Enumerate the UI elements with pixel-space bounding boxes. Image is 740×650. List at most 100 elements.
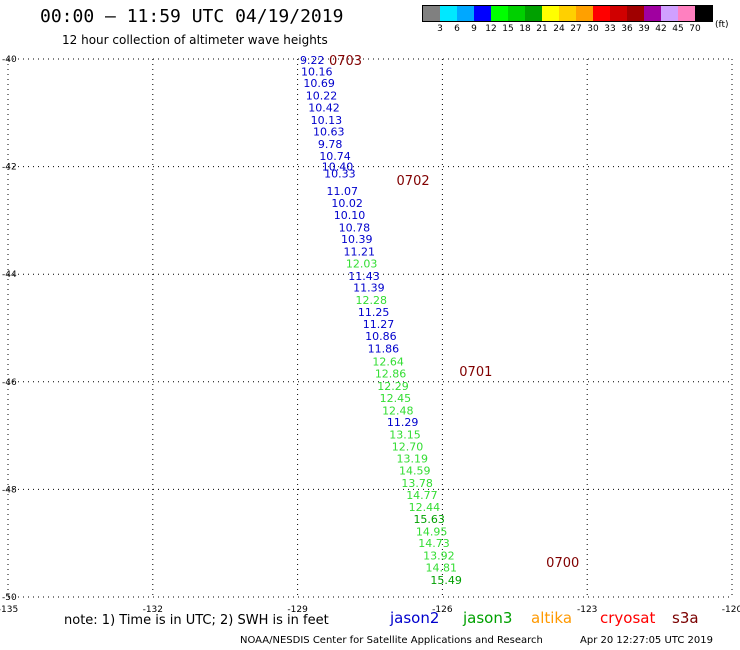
footer-note: note: 1) Time is in UTC; 2) SWH is in fe… [64,613,329,628]
wave-height-label: 10.63 [313,126,345,139]
satellite-legend-cryosat: cryosat [600,609,656,627]
color-legend-unit: (ft) [715,20,729,30]
color-legend-label: 3 [437,24,443,34]
wave-height-label: 14.73 [418,537,450,550]
wave-height-label: 11.27 [363,318,395,331]
satellite-legend-s3a: s3a [672,609,699,627]
wave-height-label: 10.39 [341,233,373,246]
time-label: 0703 [329,54,362,69]
x-tick-label: -129 [287,605,308,615]
color-swatch [695,6,712,21]
color-swatch [559,6,576,21]
color-legend-label: 6 [454,24,460,34]
color-legend-label: 18 [519,24,531,34]
color-legend-label: 39 [638,24,650,34]
color-swatch [576,6,593,21]
satellite-legend-altika: altika [531,609,573,627]
color-swatch [593,6,610,21]
x-tick-label: -132 [143,605,163,615]
satellite-legend-jason2: jason2 [390,609,440,627]
wave-height-label: 11.21 [343,246,375,259]
color-swatch [423,6,440,21]
color-swatch [491,6,508,21]
color-legend-label: 27 [570,24,582,34]
time-label: 0700 [546,556,579,571]
color-swatch [525,6,542,21]
wave-height-label: 10.86 [365,330,397,343]
wave-height-label: 13.78 [401,477,433,490]
wave-height-label: 15.63 [413,513,445,526]
wave-height-label: 13.15 [389,429,421,442]
color-legend-label: 30 [587,24,599,34]
wave-height-label: 12.64 [372,355,404,368]
color-swatch [542,6,559,21]
wave-height-label: 11.39 [353,282,385,295]
chart-title: 00:00 – 11:59 UTC 04/19/2019 [40,6,344,27]
wave-height-label: 10.02 [331,197,363,210]
color-swatch [457,6,474,21]
color-legend-swatches [422,5,713,22]
wave-height-label: 10.10 [334,209,366,222]
wave-height-label: 10.13 [311,114,343,127]
color-legend-label: 45 [672,24,684,34]
color-legend-label: 15 [502,24,514,34]
color-legend-label: 70 [689,24,701,34]
wave-height-label: 10.40 [322,161,354,174]
color-swatch [508,6,525,21]
y-tick-label: -46 [2,378,17,388]
wave-height-label: 12.29 [377,380,409,393]
wave-height-label: 12.70 [392,440,424,453]
wave-height-label: 10.74 [319,150,351,163]
color-legend: 3 6 9 12 15 18 21 24 27 30 33 36 39 42 45 70 [422,5,713,34]
color-swatch [678,6,695,21]
time-label: 0702 [397,174,430,189]
satellite-legend-jason3: jason3 [463,609,513,627]
color-legend-label: 42 [655,24,667,34]
color-swatch [440,6,457,21]
y-tick-label: -42 [2,163,17,173]
wave-height-label: 14.59 [399,465,431,478]
color-legend-label: 24 [553,24,565,34]
wave-height-label: 11.25 [358,306,390,319]
wave-height-label: 10.78 [339,221,371,234]
wave-height-label: 14.95 [416,525,448,538]
color-legend-label: 36 [621,24,633,34]
wave-height-label: 9.78 [318,138,343,151]
wave-height-label: 15.49 [430,574,462,587]
wave-height-label: 14.81 [426,561,458,574]
color-legend-label: 33 [604,24,616,34]
wave-height-label: 9.22 [300,54,325,67]
wave-height-label: 12.28 [356,294,388,307]
x-tick-label: -120 [722,605,740,615]
wave-height-label: 11.29 [387,416,419,429]
color-swatch [661,6,678,21]
color-legend-label: 9 [471,24,477,34]
color-swatch [627,6,644,21]
color-swatch [644,6,661,21]
time-label: 0701 [459,365,492,380]
wave-height-label: 13.92 [423,550,455,563]
y-tick-label: -48 [2,485,17,495]
generation-timestamp: Apr 20 12:27:05 UTC 2019 [580,635,713,646]
wave-height-label: 12.45 [380,392,412,405]
x-tick-label: -135 [0,605,18,615]
color-legend-labels: 3 6 9 12 15 18 21 24 27 30 33 36 39 42 45 70 [422,22,713,34]
wave-height-label: 12.03 [346,257,378,270]
wave-height-label: 11.43 [348,270,380,283]
color-legend-label: 12 [485,24,497,34]
wave-height-label: 10.69 [303,77,335,90]
wave-height-label: 14.77 [406,489,438,502]
wave-height-label: 10.42 [308,101,340,114]
wave-height-label: 12.44 [409,501,441,514]
color-swatch [610,6,627,21]
x-tick-label: -123 [577,605,597,615]
chart-subtitle: 12 hour collection of altimeter wave hei… [62,33,328,47]
wave-height-label: 13.19 [397,453,429,466]
wave-height-label: 12.48 [382,404,414,417]
wave-height-label: 10.22 [306,90,338,103]
credit-line: NOAA/NESDIS Center for Satellite Applica… [240,635,543,646]
wave-height-label: 11.86 [368,342,400,355]
wave-height-label: 11.07 [327,185,359,198]
y-tick-label: -50 [2,593,17,603]
